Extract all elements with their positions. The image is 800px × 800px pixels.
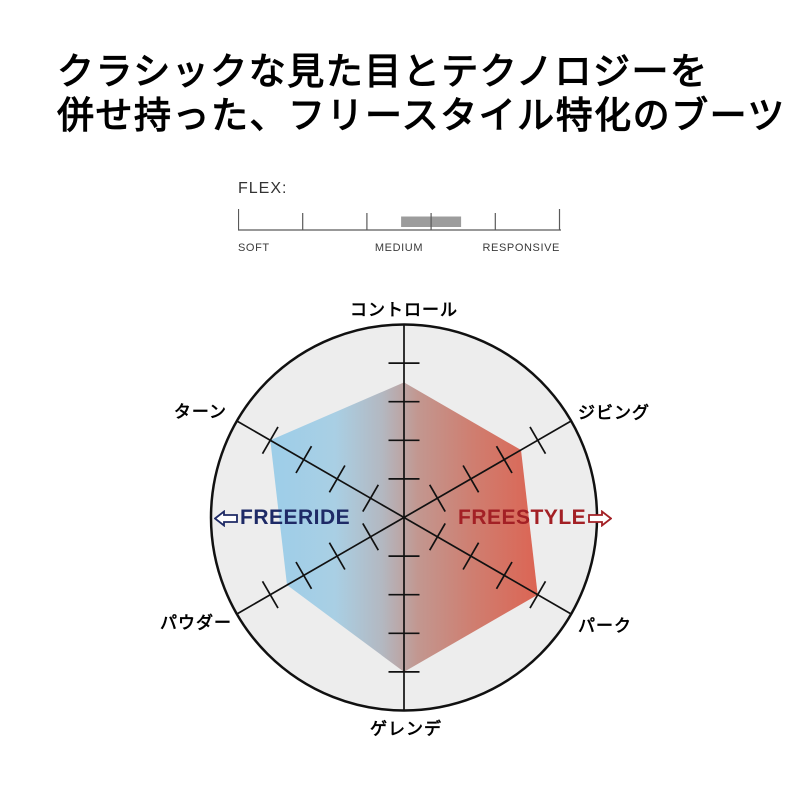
radar-axis-label-control: コントロール	[350, 300, 458, 320]
flex-scale-ruler	[238, 209, 561, 231]
freestyle-text: FREESTYLE	[458, 506, 587, 529]
radar-axes	[236, 324, 572, 711]
flex-label-soft: SOFT	[238, 242, 270, 254]
arrow-right-icon	[588, 509, 613, 527]
radar-axis-label-powder: パウダー	[160, 613, 232, 633]
radar-axis-label-turn: ターン	[173, 402, 227, 422]
radar-axis-label-jibbing: ジビング	[578, 403, 650, 423]
flex-label-responsive: RESPONSIVE	[482, 242, 560, 254]
headline-line1: クラシックな見た目とテクノロジーを	[57, 51, 709, 92]
arrow-left-icon	[214, 509, 238, 527]
flex-label-medium: MEDIUM	[374, 242, 424, 254]
radar-axis-label-gelande: ゲレンデ	[370, 719, 442, 739]
flex-scale-labels: SOFT MEDIUM RESPONSIVE	[238, 242, 560, 256]
freeride-text: FREERIDE	[240, 506, 351, 529]
flex-title: FLEX:	[238, 180, 288, 197]
radar-axis-label-park: パーク	[578, 616, 632, 636]
freeride-wordmark: FREERIDE	[214, 506, 350, 530]
headline: クラシックな見た目とテクノロジーを 併せ持った、フリースタイル特化のブーツ	[57, 50, 786, 138]
radar-ticks	[261, 362, 547, 673]
freestyle-wordmark: FREESTYLE	[458, 506, 613, 530]
headline-line2: 併せ持った、フリースタイル特化のブーツ	[57, 95, 786, 136]
